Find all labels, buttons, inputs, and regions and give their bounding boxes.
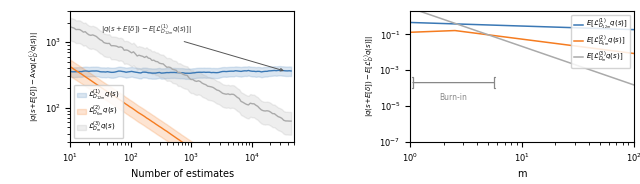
Y-axis label: $|q(s{+}E[\delta]) - E[\mathcal{L}_D^{(\cdot)}q(s)]|$: $|q(s{+}E[\delta]) - E[\mathcal{L}_D^{(\… (362, 35, 376, 117)
Legend: $E[\mathcal{L}^{(1)}_{D_{12m}}q(s)]$, $E[\mathcal{L}^{(2)}_{D_{6m}}q(s)]$, $E[\m: $E[\mathcal{L}^{(1)}_{D_{12m}}q(s)]$, $E… (572, 15, 630, 68)
X-axis label: Number of estimates: Number of estimates (131, 169, 234, 179)
X-axis label: m: m (517, 169, 527, 179)
Text: $|q(s + E[\delta]) - E[\mathcal{L}^{(1)}_{D_{12m}}q(s)]|$: $|q(s + E[\delta]) - E[\mathcal{L}^{(1)}… (101, 23, 283, 71)
Legend: $\mathcal{L}^{(1)}_{D_{12m}}q(s)$, $\mathcal{L}^{(2)}_{D_{6m}}q(s)$, $\mathcal{L: $\mathcal{L}^{(1)}_{D_{12m}}q(s)$, $\mat… (74, 85, 123, 138)
Y-axis label: $|q(s{+}E[\delta]) - \mathrm{Avg}(\mathcal{L}_D^{(\cdot)}q(s))|$: $|q(s{+}E[\delta]) - \mathrm{Avg}(\mathc… (28, 31, 42, 122)
Text: Burn-in: Burn-in (440, 93, 468, 102)
